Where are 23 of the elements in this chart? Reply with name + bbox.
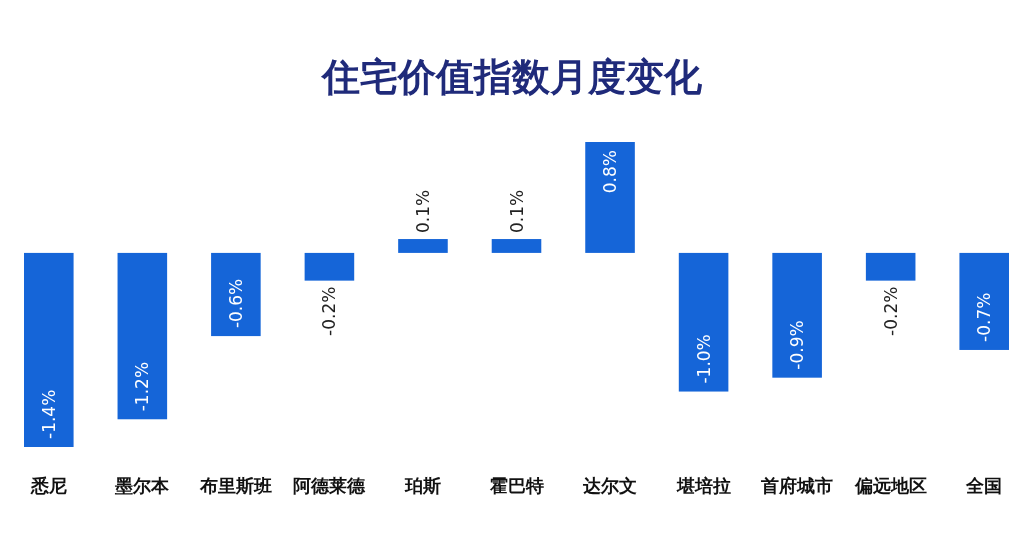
data-label: -1.0% <box>693 334 714 384</box>
data-label: -0.6% <box>225 278 246 329</box>
data-label: -0.7% <box>974 292 995 342</box>
x-tick-label: 悉尼 <box>29 475 67 496</box>
data-label: 0.8% <box>600 150 621 194</box>
x-tick-label: 首府城市 <box>760 475 834 496</box>
x-tick-label: 堪培拉 <box>675 475 731 496</box>
chart-title: 住宅价值指数月度变化 <box>320 55 703 99</box>
data-label: -0.2% <box>319 286 340 336</box>
data-label: -0.2% <box>880 286 901 336</box>
data-label: 0.1% <box>412 189 433 234</box>
x-tick-label: 偏远地区 <box>853 475 927 496</box>
x-tick-label: 墨尔本 <box>114 475 171 496</box>
x-tick-label: 珀斯 <box>403 475 441 496</box>
data-label: -1.4% <box>38 389 59 439</box>
x-tick-label: 阿德莱德 <box>293 475 367 496</box>
data-label: -0.9% <box>787 320 808 370</box>
data-label: -1.2% <box>132 361 153 412</box>
x-tick-label: 达尔文 <box>582 475 638 496</box>
x-tick-label: 布里斯班 <box>198 475 272 496</box>
data-label: 0.1% <box>506 189 527 234</box>
x-tick-label: 全国 <box>965 475 1003 496</box>
x-tick-label: 霍巴特 <box>488 475 544 496</box>
